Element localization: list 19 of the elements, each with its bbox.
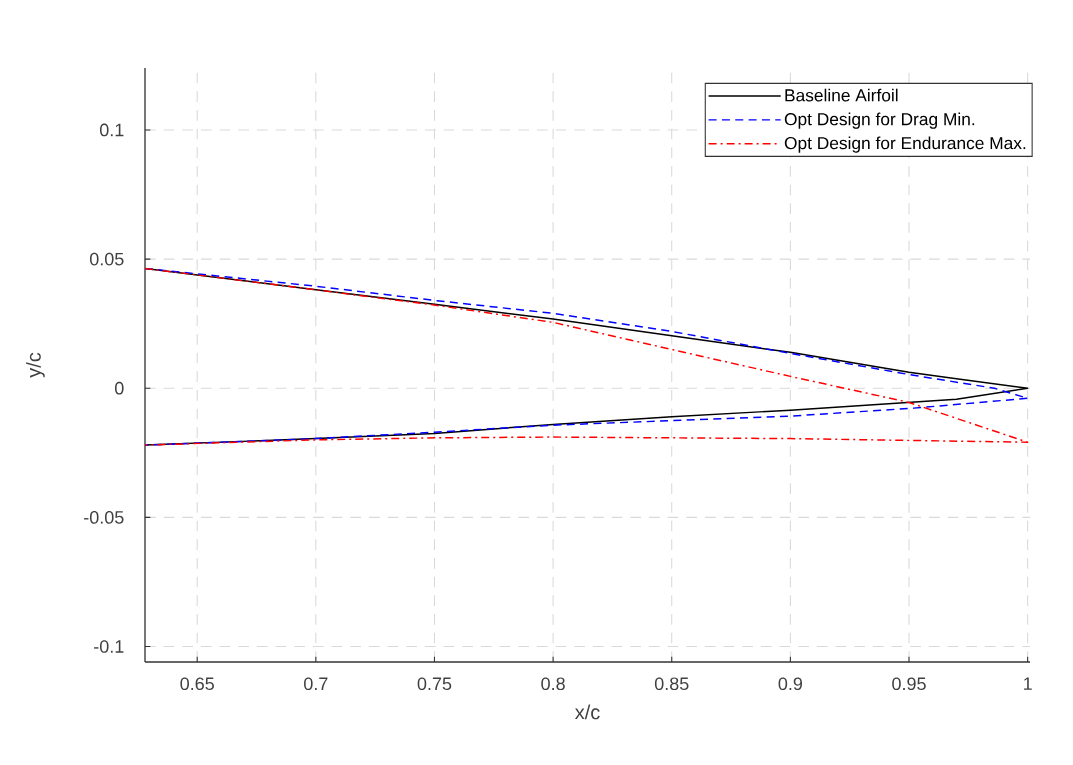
x-tick-label: 0.85: [654, 677, 689, 691]
legend-label: Opt Design for Drag Min.: [784, 112, 975, 129]
y-tick-label: 0: [114, 381, 124, 395]
legend-label: Opt Design for Endurance Max.: [784, 136, 1026, 153]
y-axis-title: y/c: [26, 352, 45, 378]
line-series: [145, 267, 1029, 446]
x-tick-label: 0.8: [541, 677, 565, 691]
x-tick-label: 0.7: [304, 677, 328, 691]
x-axis-title: x/c: [574, 704, 600, 720]
x-tick-label: 0.9: [778, 677, 803, 691]
y-tick-label: -0.05: [84, 511, 124, 524]
y-tick-label: 0.05: [89, 252, 124, 266]
x-tick-label: 1: [1024, 677, 1032, 690]
y-tick-label: -0.1: [94, 640, 124, 653]
y-tick-label: 0.1: [99, 123, 124, 137]
x-tick-label: 0.65: [180, 677, 214, 691]
legend-label: Baseline Airfoil: [785, 88, 898, 102]
x-tick-label: 0.75: [417, 677, 452, 691]
x-tick-label: 0.95: [892, 677, 926, 691]
